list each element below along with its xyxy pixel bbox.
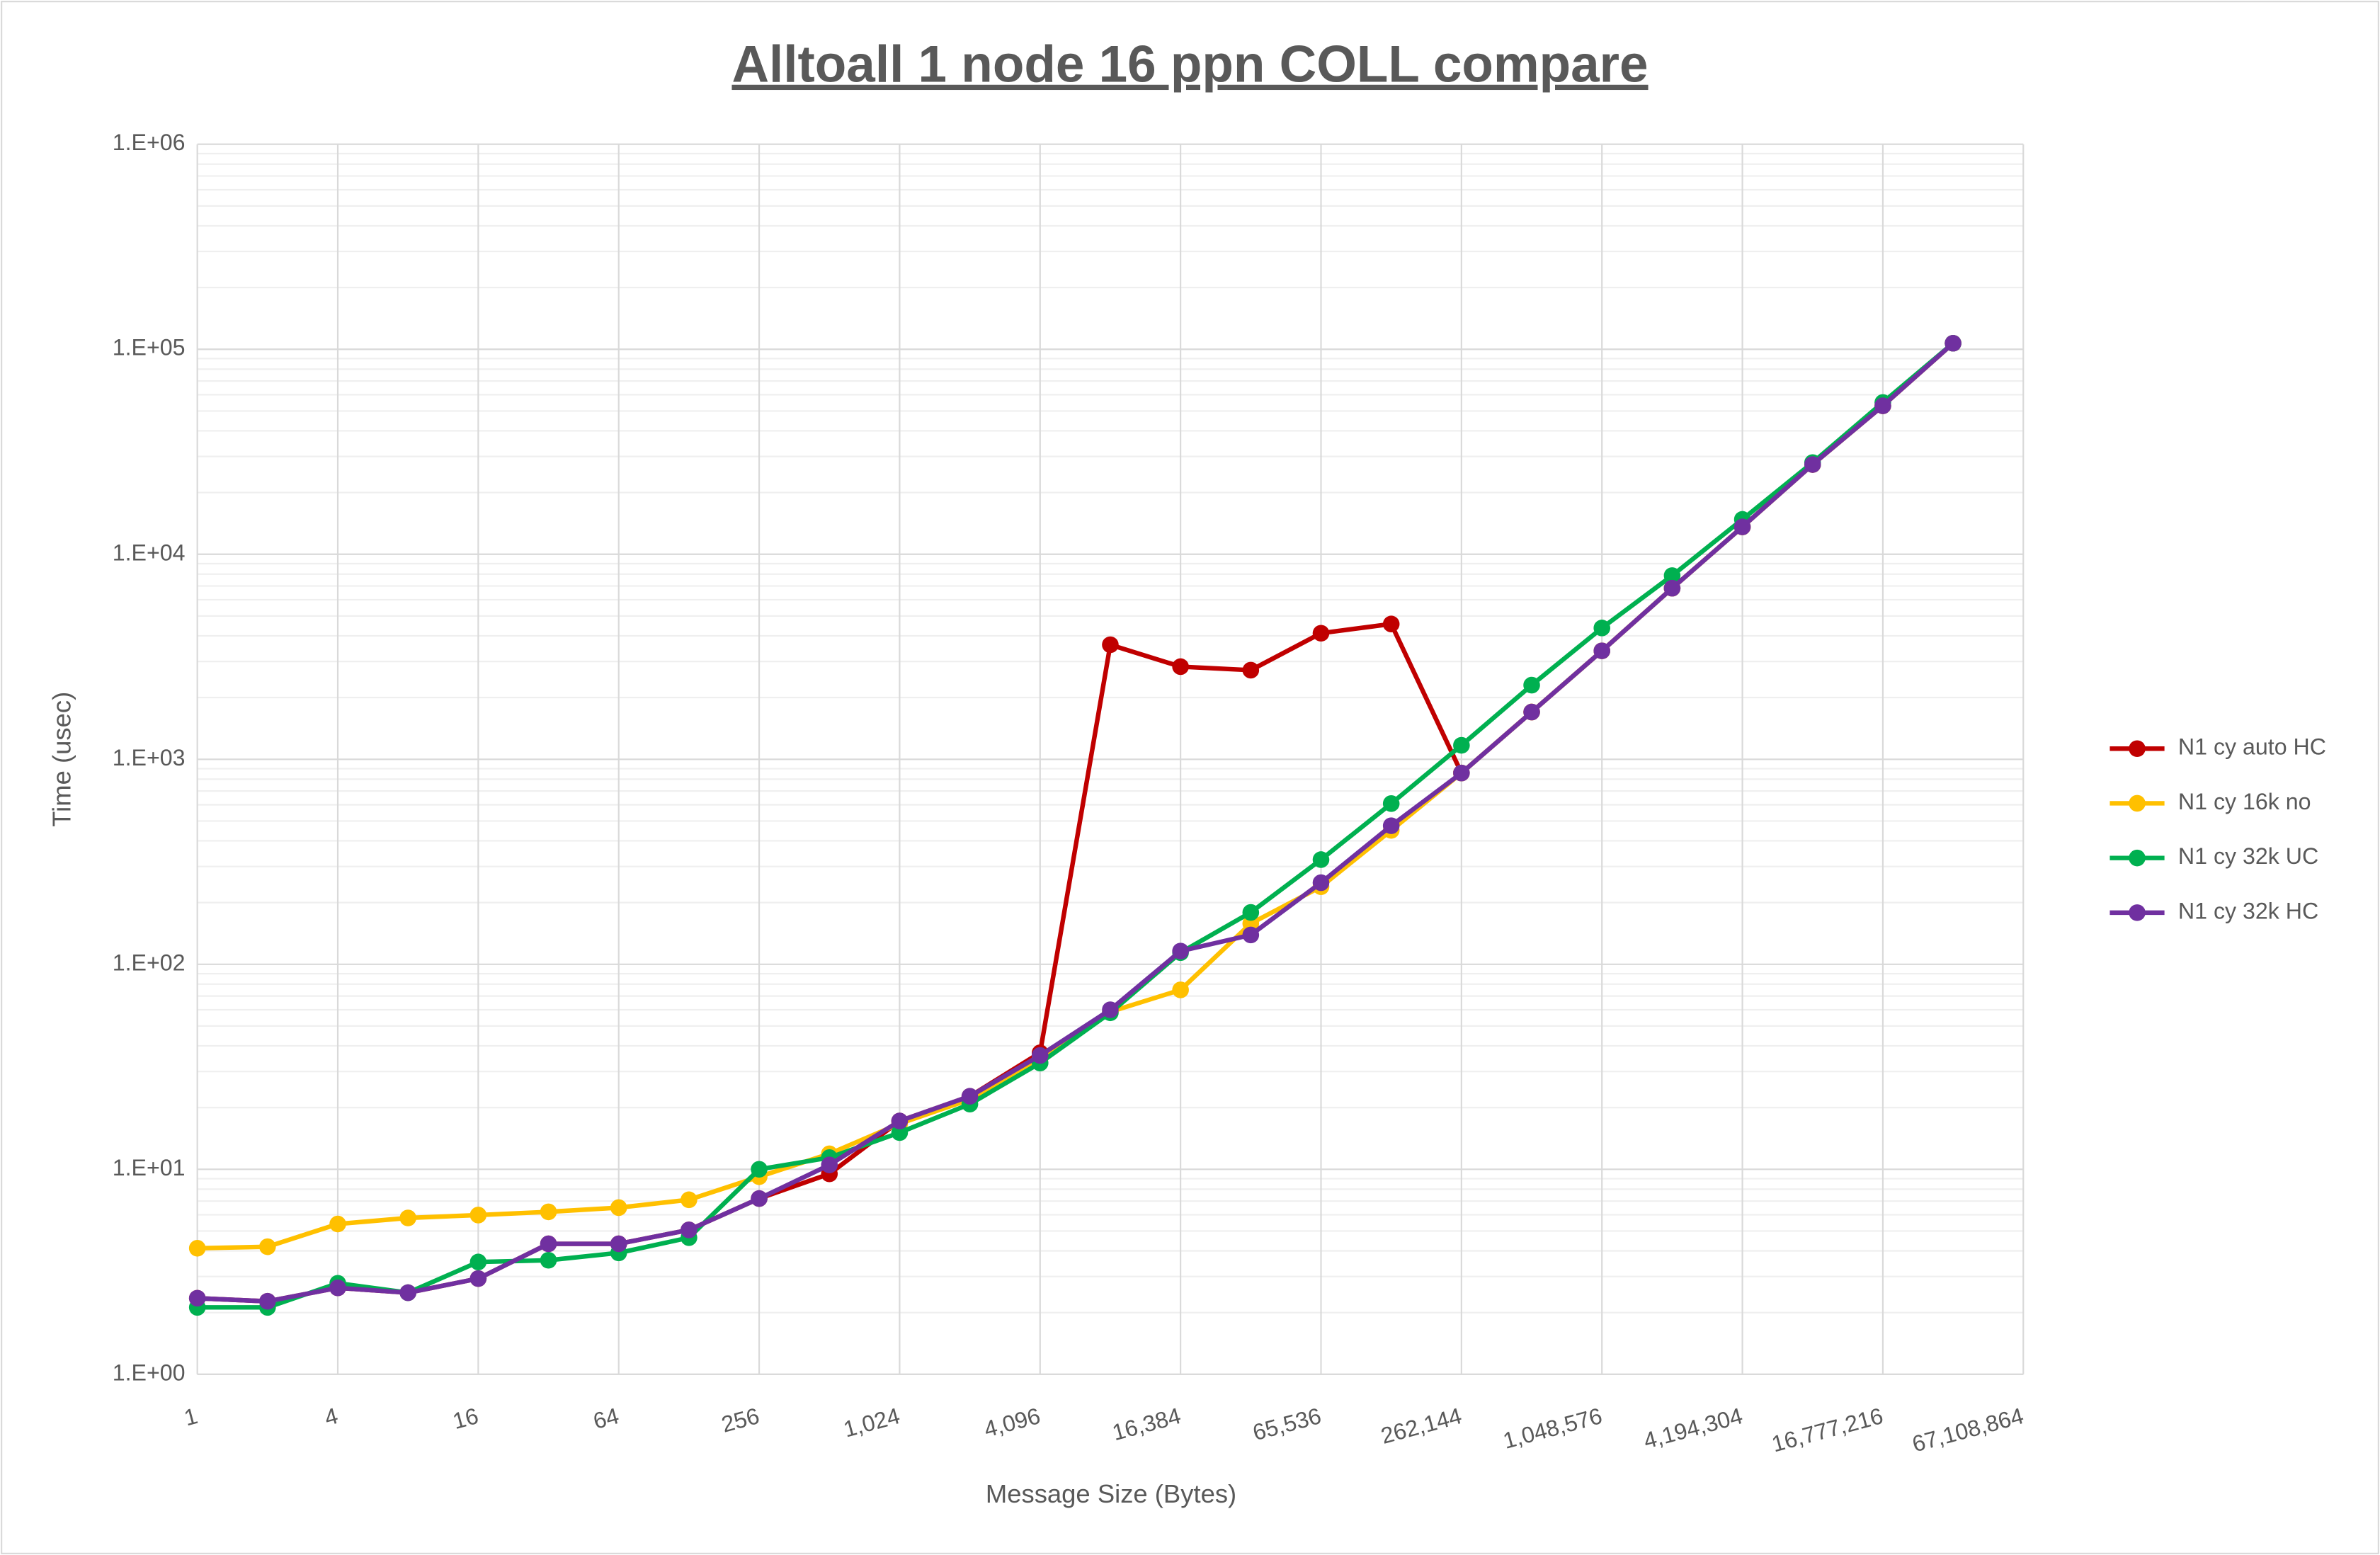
y-tick-label: 1.E+03	[113, 745, 186, 770]
data-point	[540, 1251, 557, 1269]
data-point	[610, 1199, 627, 1217]
legend-label: N1 cy auto HC	[2178, 734, 2326, 760]
x-tick-label: 16	[450, 1403, 482, 1434]
data-point	[1733, 518, 1751, 535]
y-axis-label: Time (usec)	[47, 692, 76, 827]
data-point	[188, 1289, 206, 1307]
data-point	[1242, 904, 1260, 921]
data-point	[1242, 926, 1260, 944]
data-point	[259, 1238, 276, 1255]
data-point	[399, 1209, 416, 1226]
y-tick-label: 1.E+05	[113, 335, 186, 360]
data-point	[610, 1235, 627, 1253]
data-point	[188, 1239, 206, 1257]
series-line	[197, 341, 1955, 1304]
data-point	[681, 1191, 698, 1209]
data-point	[1593, 642, 1611, 659]
data-point	[961, 1088, 979, 1105]
legend-marker	[2129, 849, 2146, 867]
data-point	[540, 1203, 557, 1221]
data-point	[891, 1124, 909, 1141]
legend-marker	[2129, 904, 2146, 921]
y-tick-label: 1.E+01	[113, 1155, 186, 1180]
legend-label: N1 cy 32k HC	[2178, 898, 2318, 923]
data-point	[1172, 942, 1189, 959]
data-point	[1102, 1001, 1119, 1018]
data-point	[469, 1253, 487, 1271]
legend-marker	[2129, 794, 2146, 812]
data-point	[1031, 1047, 1049, 1064]
x-tick-label: 64	[591, 1403, 622, 1434]
data-point	[1453, 764, 1470, 782]
legend-label: N1 cy 32k UC	[2178, 843, 2318, 869]
data-point	[1312, 851, 1330, 868]
data-point	[1453, 736, 1470, 754]
y-tick-label: 1.E+00	[113, 1360, 186, 1385]
data-point	[1523, 703, 1540, 721]
data-point	[1663, 567, 1681, 584]
data-point	[751, 1190, 768, 1207]
data-point	[329, 1279, 346, 1297]
data-point	[1663, 579, 1681, 597]
data-point	[1945, 334, 1961, 352]
data-point	[1804, 456, 1821, 473]
data-point	[1593, 620, 1611, 637]
y-tick-label: 1.E+06	[113, 130, 186, 155]
data-point	[1874, 397, 1891, 414]
data-point	[1102, 636, 1119, 654]
data-point	[1382, 795, 1400, 812]
data-point	[1312, 625, 1330, 642]
data-point	[1382, 817, 1400, 834]
data-point	[469, 1270, 487, 1287]
x-axis-label: Message Size (Bytes)	[986, 1479, 1236, 1508]
data-point	[259, 1292, 276, 1310]
data-point	[1242, 661, 1260, 679]
legend-marker	[2129, 740, 2146, 758]
data-point	[399, 1284, 416, 1301]
data-point	[1312, 874, 1330, 892]
chart-title: Alltoall 1 node 16 ppn COLL compare	[731, 36, 1648, 93]
legend-label: N1 cy 16k no	[2178, 789, 2311, 814]
data-point	[329, 1215, 346, 1233]
series-line	[197, 341, 1955, 1310]
data-point	[469, 1207, 487, 1224]
y-tick-label: 1.E+02	[113, 950, 186, 975]
data-point	[821, 1156, 838, 1173]
data-point	[1172, 981, 1189, 998]
data-point	[1382, 615, 1400, 633]
data-point	[891, 1112, 909, 1129]
data-point	[1523, 676, 1540, 694]
y-tick-label: 1.E+04	[113, 540, 186, 565]
data-point	[751, 1161, 768, 1178]
data-point	[540, 1235, 557, 1253]
data-point	[1172, 658, 1189, 676]
data-point	[681, 1221, 698, 1238]
